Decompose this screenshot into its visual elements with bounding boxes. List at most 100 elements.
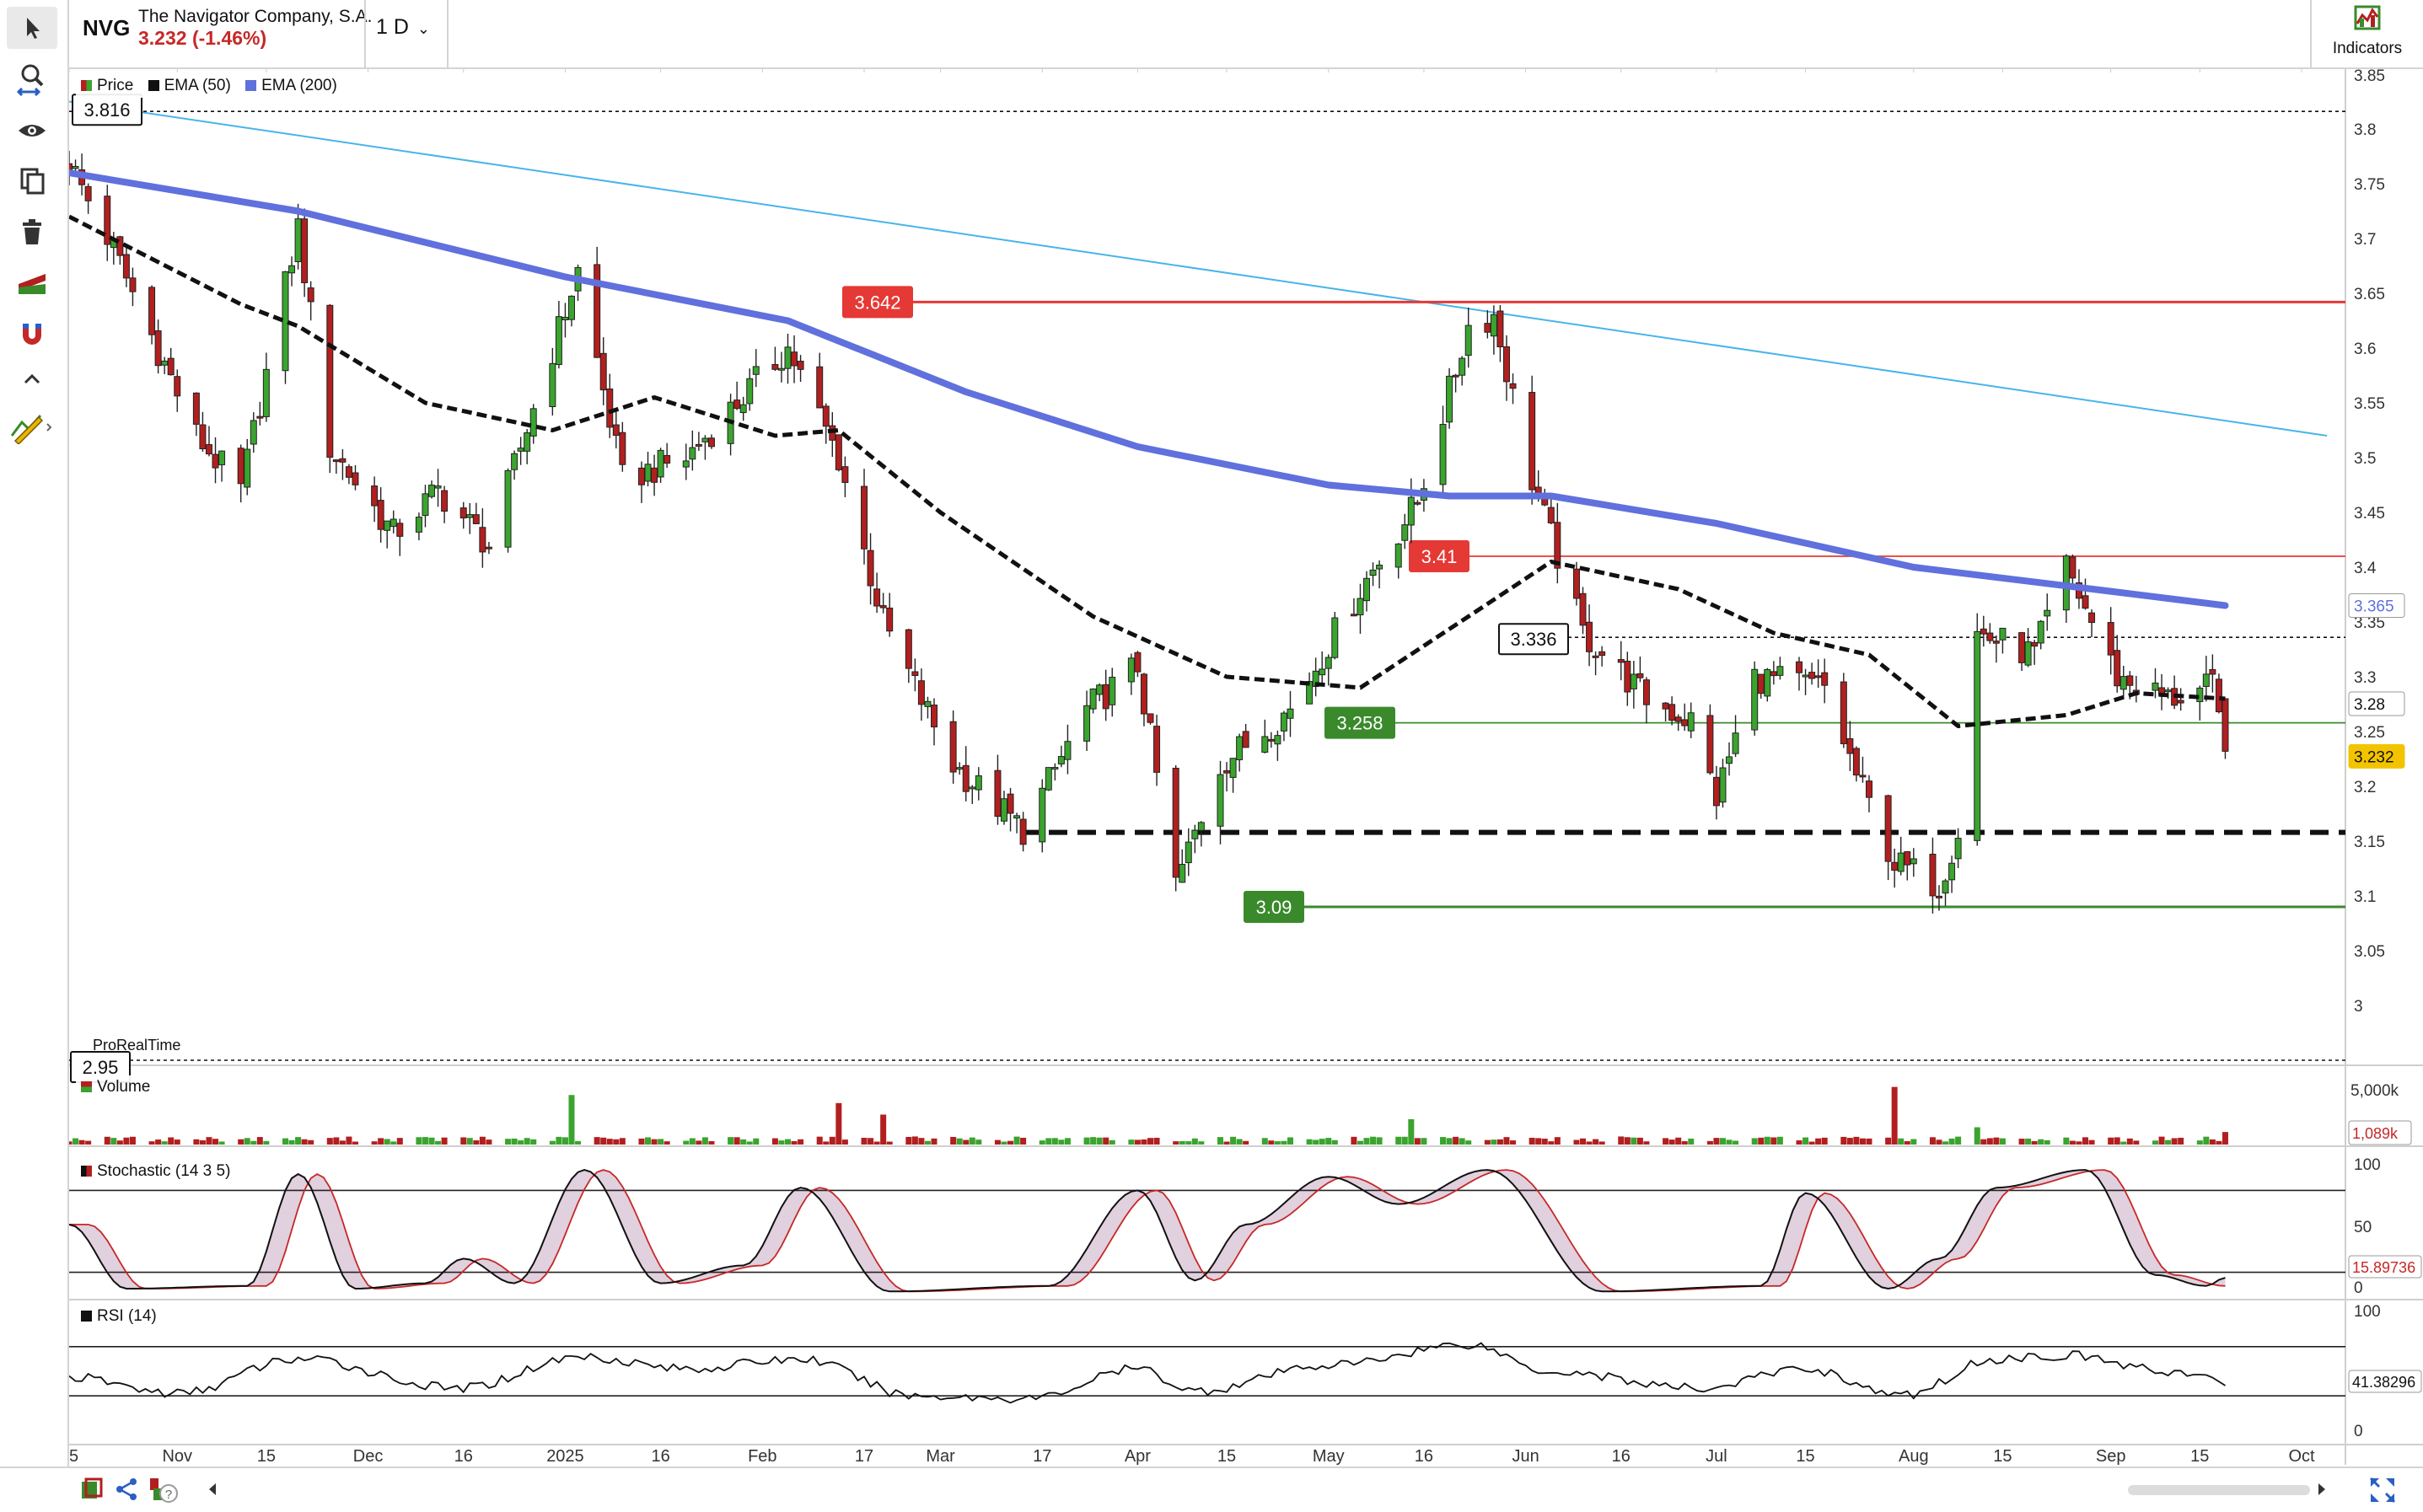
candle-body [1147,713,1154,723]
volume-bar [1955,1136,1962,1145]
candle-body [1764,668,1771,697]
magnet-tool[interactable] [7,314,57,356]
candle-body [664,454,671,464]
candle-body [1096,684,1104,695]
volume-bar [346,1136,352,1145]
x-axis-label: 16 [651,1447,669,1466]
volume-bar [2038,1139,2044,1145]
volume-bar [1974,1127,1980,1145]
volume-bar [505,1139,512,1145]
candle-body [148,287,156,335]
volume-bar [486,1139,492,1145]
candle-body [1261,736,1269,753]
candle-body [422,493,429,517]
price-axis-tick: 3.35 [2354,614,2385,632]
volume-bar [1821,1137,1828,1145]
ticker-symbol[interactable]: NVG [83,15,131,40]
volume-bar [963,1139,970,1145]
visibility-tool[interactable] [7,110,57,152]
volume-bar [66,1141,73,1145]
ema50-axis-label: 3.28 [2354,696,2385,714]
candle-body [1897,852,1905,872]
candle-body [434,485,442,489]
horizontal-scrollbar[interactable] [2128,1485,2310,1495]
candle-body [1674,716,1682,722]
screenshot-icon[interactable] [79,1477,103,1502]
volume-bar [1910,1139,1917,1145]
volume-bar [524,1138,530,1145]
help-icon[interactable]: ? [148,1475,180,1505]
candle-body [1579,592,1587,626]
volume-bar [905,1136,912,1145]
volume-bar [1535,1138,1542,1145]
level-label-support-2-box [1244,891,1304,923]
candle-body [1324,657,1332,669]
indicators-button[interactable]: Indicators [2318,3,2416,64]
volume-last-box [2348,1120,2412,1145]
stochastic-legend[interactable]: Stochastic (14 3 5) [76,1160,236,1183]
volume-bar [1598,1141,1605,1145]
candle-body [1974,630,1981,841]
candle-body [524,432,531,452]
volume-bar [1891,1086,1898,1145]
volume-bar [1223,1141,1230,1145]
scroll-right-icon[interactable] [2315,1480,2329,1499]
volume-bar [835,1102,842,1145]
ema200-line [66,169,2229,609]
trendline-tool[interactable] [7,263,57,305]
candle-body [994,769,1002,818]
drawing-tools-menu[interactable] [7,406,57,448]
volume-bar [1776,1136,1783,1145]
legend-ema50[interactable]: EMA (50) [148,77,231,94]
zoom-tool[interactable] [7,57,57,99]
volume-bar [212,1139,219,1145]
volume-bar [619,1138,626,1145]
candle-body [1726,756,1733,764]
fit-screen-icon[interactable] [2367,1475,2398,1505]
volume-bar [1236,1139,1243,1145]
volume-bar [1147,1138,1154,1145]
volume-bar [2044,1139,2050,1145]
candle-body [707,437,715,448]
rsi-legend[interactable]: RSI (14) [76,1305,162,1328]
candle-body [1134,651,1142,673]
volume-bar [1681,1141,1688,1145]
legend-ema200[interactable]: EMA (200) [245,77,337,94]
cursor-tool[interactable] [7,7,57,49]
volume-bar [651,1139,658,1145]
scroll-left-icon[interactable] [206,1480,219,1499]
volume-bar [466,1138,473,1145]
volume-bar [78,1139,85,1145]
copy-tool[interactable] [7,160,57,202]
candle-body [1000,798,1007,822]
delete-tool[interactable] [7,211,57,253]
candle-body [511,453,518,470]
candle-body [1179,864,1186,883]
volume-bar [753,1138,760,1145]
volume-bar [1853,1136,1860,1145]
legend-price[interactable]: Price [81,77,133,94]
price-axis-tick: 3.2 [2354,779,2376,796]
timeframe-selector[interactable]: 1 D ⌄ [376,15,430,40]
candle-body [969,786,976,790]
volume-bar [798,1139,804,1145]
trendline [68,100,2328,437]
candle-body [1554,522,1561,569]
rsi-last-label: 41.38296 [2352,1374,2415,1391]
candle-body [1706,715,1714,774]
volume-bar [416,1137,422,1145]
volume-bar [1261,1138,1268,1145]
candle-body [1051,767,1059,770]
volume-bar [1109,1139,1115,1145]
volume-bar [301,1139,308,1145]
candle-body [637,467,645,485]
volume-bar [295,1137,302,1145]
volume-bar [1179,1140,1185,1145]
level-label-mid: 3.336 [1510,629,1556,650]
collapse-toolbar-button[interactable] [7,362,57,396]
volume-legend[interactable]: Volume [76,1075,156,1099]
volume-bar [740,1139,747,1145]
share-icon[interactable] [115,1477,140,1502]
volume-bar [193,1139,200,1145]
